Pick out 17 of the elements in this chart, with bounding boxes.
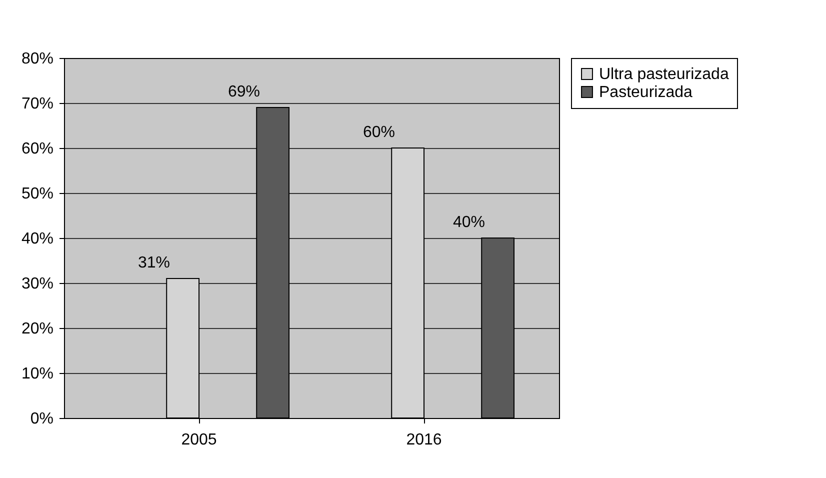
y-tick-label: 10% xyxy=(21,366,54,382)
y-tick-label: 60% xyxy=(21,140,54,158)
x-tick-label: 2005 xyxy=(181,432,217,448)
data-label: 69% xyxy=(228,84,260,100)
y-tick-label: 30% xyxy=(21,276,54,292)
y-tick-label: 40% xyxy=(21,230,54,248)
data-label: 60% xyxy=(362,124,396,141)
legend-label: Ultra pasteurizada xyxy=(599,66,729,83)
legend-label: Pasteurizada xyxy=(599,84,692,101)
y-tick-label: 80% xyxy=(21,50,54,68)
data-label: 31% xyxy=(138,254,170,272)
y-tick-label: 0% xyxy=(30,410,54,428)
y-tick-label: 70% xyxy=(21,96,54,112)
x-tick-label: 2016 xyxy=(406,432,442,448)
data-label: 40% xyxy=(452,214,486,231)
y-tick-label: 20% xyxy=(21,320,54,338)
y-tick-label: 50% xyxy=(21,186,54,202)
